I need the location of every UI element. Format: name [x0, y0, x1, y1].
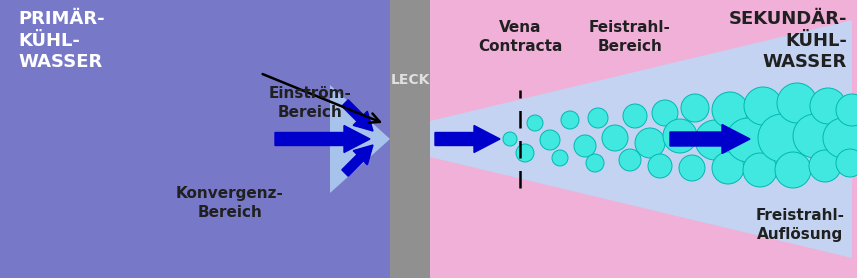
Text: PRIMÄR-
KÜHL-
WASSER: PRIMÄR- KÜHL- WASSER	[18, 10, 105, 71]
Circle shape	[552, 150, 568, 166]
Polygon shape	[390, 95, 430, 278]
Text: SEKUNDÄR-
KÜHL-
WASSER: SEKUNDÄR- KÜHL- WASSER	[728, 10, 847, 71]
Polygon shape	[390, 0, 430, 183]
Circle shape	[836, 94, 857, 126]
Circle shape	[712, 152, 744, 184]
Circle shape	[561, 111, 579, 129]
Polygon shape	[330, 85, 390, 193]
Text: Freistrahl-
Auflösung: Freistrahl- Auflösung	[756, 208, 844, 242]
Text: Feistrahl-
Bereich: Feistrahl- Bereich	[589, 20, 671, 54]
FancyArrow shape	[435, 125, 500, 153]
Circle shape	[777, 83, 817, 123]
Circle shape	[503, 132, 517, 146]
Circle shape	[586, 154, 604, 172]
Circle shape	[836, 149, 857, 177]
Bar	[390, 0, 430, 95]
Text: Konvergenz-
Bereich: Konvergenz- Bereich	[176, 186, 284, 220]
Circle shape	[623, 104, 647, 128]
FancyArrow shape	[342, 100, 373, 131]
Circle shape	[809, 150, 841, 182]
Polygon shape	[430, 20, 852, 258]
Circle shape	[775, 152, 811, 188]
Circle shape	[744, 87, 782, 125]
Circle shape	[648, 154, 672, 178]
Circle shape	[810, 88, 846, 124]
Circle shape	[663, 119, 697, 153]
Circle shape	[679, 155, 705, 181]
Circle shape	[726, 118, 770, 162]
Circle shape	[793, 114, 837, 158]
Circle shape	[516, 144, 534, 162]
Circle shape	[619, 149, 641, 171]
Circle shape	[758, 114, 806, 162]
Circle shape	[574, 135, 596, 157]
Text: Vena
Contracta: Vena Contracta	[478, 20, 562, 54]
Text: LECK: LECK	[390, 73, 429, 87]
Circle shape	[712, 92, 748, 128]
Circle shape	[823, 118, 857, 158]
Circle shape	[635, 128, 665, 158]
Circle shape	[540, 130, 560, 150]
Bar	[0, 0, 410, 278]
Text: Einström-
Bereich: Einström- Bereich	[268, 86, 351, 120]
Circle shape	[681, 94, 709, 122]
Circle shape	[743, 153, 777, 187]
Circle shape	[588, 108, 608, 128]
Circle shape	[527, 115, 543, 131]
Circle shape	[652, 100, 678, 126]
Bar	[410, 0, 857, 278]
FancyArrow shape	[275, 125, 370, 153]
Circle shape	[695, 120, 735, 160]
Bar	[390, 183, 430, 278]
FancyArrow shape	[670, 125, 750, 153]
FancyArrow shape	[342, 145, 373, 176]
Circle shape	[602, 125, 628, 151]
